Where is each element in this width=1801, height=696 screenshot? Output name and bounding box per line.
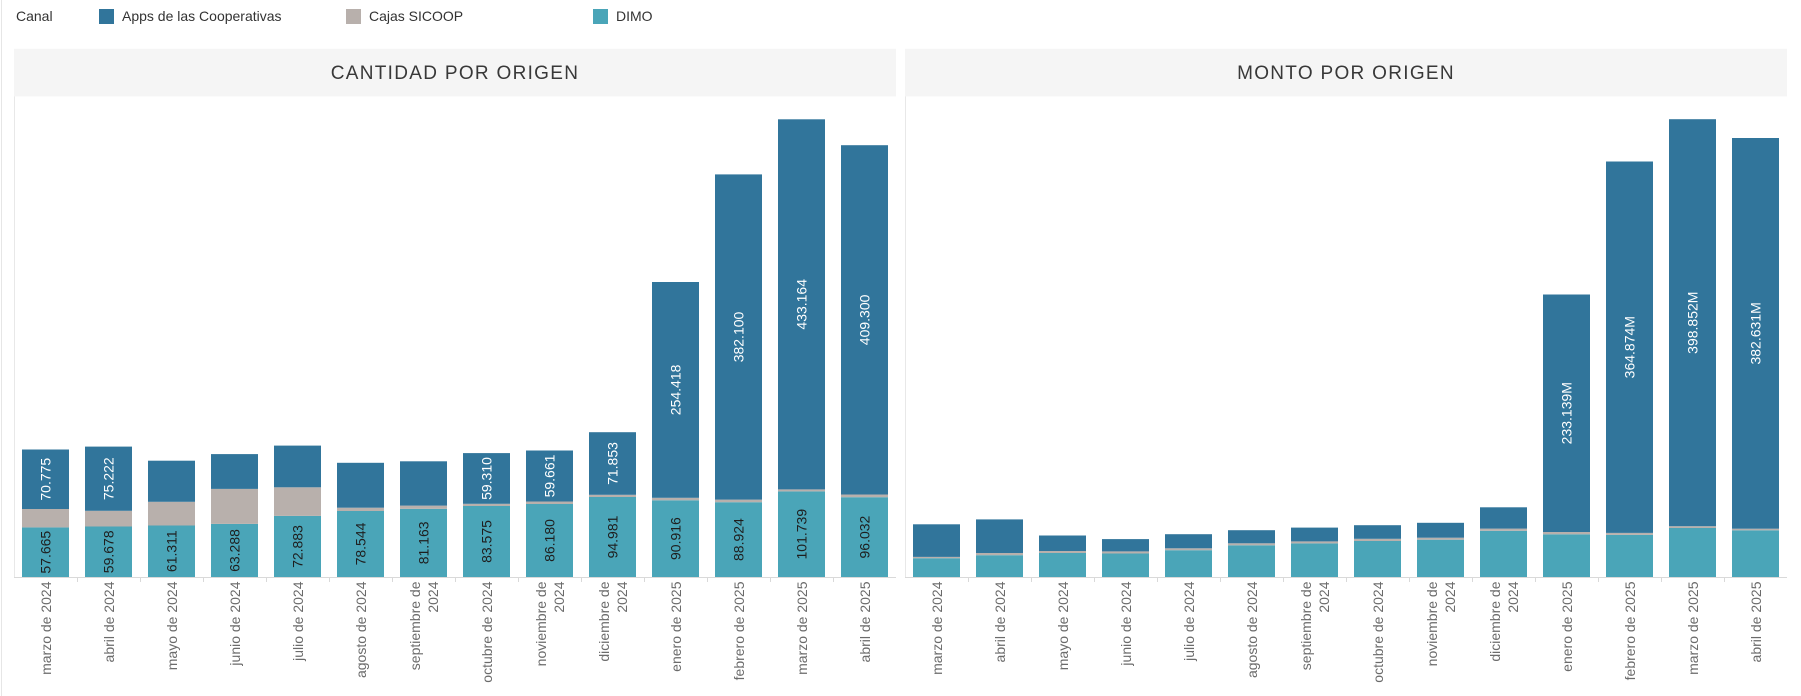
svg-text:433.164: 433.164 [794, 279, 810, 330]
svg-text:2024: 2024 [614, 581, 630, 612]
svg-text:febrero de 2025: febrero de 2025 [1622, 581, 1638, 680]
svg-text:enero de 2025: enero de 2025 [668, 581, 684, 672]
svg-text:Cajas SICOOP: Cajas SICOOP [369, 8, 463, 24]
svg-text:octubre de 2024: octubre de 2024 [479, 581, 495, 682]
svg-text:mayo de 2024: mayo de 2024 [164, 581, 180, 670]
svg-text:59.310: 59.310 [479, 457, 495, 500]
svg-text:101.739: 101.739 [794, 509, 810, 560]
svg-text:abril de 2025: abril de 2025 [857, 581, 873, 662]
svg-text:febrero de 2025: febrero de 2025 [731, 581, 747, 680]
svg-text:90.916: 90.916 [668, 517, 684, 560]
svg-text:86.180: 86.180 [542, 519, 558, 562]
svg-text:72.883: 72.883 [290, 525, 306, 568]
svg-text:noviembre de: noviembre de [1424, 581, 1440, 666]
svg-text:382.631M: 382.631M [1748, 302, 1764, 364]
svg-text:marzo de 2025: marzo de 2025 [794, 581, 810, 675]
svg-text:88.924: 88.924 [731, 518, 747, 561]
svg-text:marzo de 2024: marzo de 2024 [38, 581, 54, 675]
svg-text:2024: 2024 [551, 581, 567, 612]
svg-text:noviembre de: noviembre de [533, 581, 549, 666]
svg-text:agosto de 2024: agosto de 2024 [1244, 581, 1260, 678]
svg-text:409.300: 409.300 [857, 294, 873, 345]
svg-text:diciembre de: diciembre de [1487, 581, 1503, 661]
svg-text:marzo de 2025: marzo de 2025 [1685, 581, 1701, 675]
svg-text:MONTO POR ORIGEN: MONTO POR ORIGEN [1237, 63, 1455, 84]
svg-text:Canal: Canal [16, 8, 53, 24]
svg-text:2024: 2024 [425, 581, 441, 612]
svg-text:marzo de 2024: marzo de 2024 [929, 581, 945, 675]
svg-text:78.544: 78.544 [353, 522, 369, 565]
svg-text:63.288: 63.288 [227, 529, 243, 572]
svg-text:2024: 2024 [1316, 581, 1332, 612]
svg-text:59.678: 59.678 [101, 530, 117, 573]
svg-text:Apps de las Cooperativas: Apps de las Cooperativas [122, 8, 282, 24]
svg-text:81.163: 81.163 [416, 521, 432, 564]
svg-text:junio de 2024: junio de 2024 [1118, 581, 1134, 666]
svg-text:254.418: 254.418 [668, 364, 684, 415]
svg-text:abril de 2025: abril de 2025 [1748, 581, 1764, 662]
svg-text:DIMO: DIMO [616, 8, 653, 24]
svg-text:2024: 2024 [1442, 581, 1458, 612]
svg-text:364.874M: 364.874M [1622, 316, 1638, 378]
svg-text:94.981: 94.981 [605, 515, 621, 558]
svg-text:enero de 2025: enero de 2025 [1559, 581, 1575, 672]
svg-text:70.775: 70.775 [38, 458, 54, 501]
svg-text:julio de 2024: julio de 2024 [1181, 581, 1197, 662]
svg-text:abril de 2024: abril de 2024 [992, 581, 1008, 662]
svg-text:2024: 2024 [1505, 581, 1521, 612]
svg-text:398.852M: 398.852M [1685, 292, 1701, 354]
svg-text:CANTIDAD POR ORIGEN: CANTIDAD POR ORIGEN [331, 63, 580, 84]
svg-text:96.032: 96.032 [857, 515, 873, 558]
svg-text:382.100: 382.100 [731, 311, 747, 362]
svg-text:mayo de 2024: mayo de 2024 [1055, 581, 1071, 670]
svg-text:junio de 2024: junio de 2024 [227, 581, 243, 666]
svg-text:57.665: 57.665 [38, 531, 54, 574]
svg-text:septiembre de: septiembre de [1298, 581, 1314, 670]
svg-text:agosto de 2024: agosto de 2024 [353, 581, 369, 678]
svg-text:julio de 2024: julio de 2024 [290, 581, 306, 662]
svg-text:diciembre de: diciembre de [596, 581, 612, 661]
svg-text:abril de 2024: abril de 2024 [101, 581, 117, 662]
svg-text:233.139M: 233.139M [1559, 382, 1575, 444]
svg-text:83.575: 83.575 [479, 520, 495, 563]
svg-text:75.222: 75.222 [101, 457, 117, 500]
svg-text:octubre de 2024: octubre de 2024 [1370, 581, 1386, 682]
svg-text:septiembre de: septiembre de [407, 581, 423, 670]
svg-text:61.311: 61.311 [164, 530, 180, 572]
svg-text:59.661: 59.661 [542, 454, 558, 497]
svg-text:71.853: 71.853 [605, 442, 621, 485]
